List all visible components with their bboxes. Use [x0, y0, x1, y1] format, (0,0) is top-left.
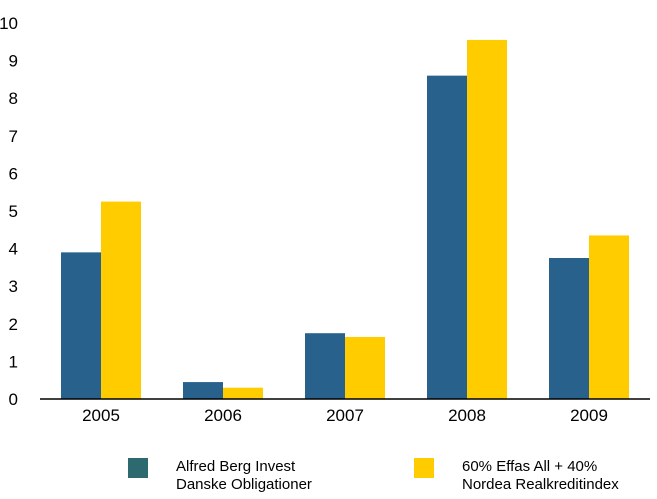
- y-tick-label: 5: [9, 202, 18, 221]
- y-tick-label: 9: [9, 52, 18, 71]
- legend-label-2: 60% Effas All + 40% Nordea Realkreditind…: [462, 458, 619, 493]
- bar-2008-series-1: [427, 75, 467, 399]
- bar-2009-series-2: [589, 235, 629, 399]
- y-tick-label: 6: [9, 164, 18, 183]
- bar-series: [61, 39, 629, 400]
- x-tick-label: 2009: [570, 406, 608, 425]
- y-tick-label: 2: [9, 315, 18, 334]
- bar-2009-series-1: [549, 258, 589, 399]
- x-tick-label: 2007: [326, 406, 364, 425]
- x-tick-label: 2008: [448, 406, 486, 425]
- legend-swatch-2: [414, 458, 434, 478]
- y-tick-label: 10: [0, 14, 18, 33]
- bar-2007-series-2: [345, 336, 385, 399]
- legend-label-1: Alfred Berg Invest Danske Obligationer: [176, 458, 312, 493]
- y-tick-label: 7: [9, 127, 18, 146]
- bar-2005-series-1: [61, 252, 101, 399]
- legend-swatch-1: [128, 458, 148, 478]
- x-tick-label: 2005: [82, 406, 120, 425]
- y-tick-label: 0: [9, 390, 18, 409]
- x-axis-tick-labels: 2005 2006 2007 2008 2009: [82, 406, 608, 425]
- y-axis-tick-labels: 0 1 2 3 4 5 6 7 8 9 10: [0, 14, 18, 409]
- bar-2005-series-2: [101, 201, 141, 399]
- x-tick-label: 2006: [204, 406, 242, 425]
- y-tick-label: 8: [9, 89, 18, 108]
- bar-2007-series-1: [305, 333, 345, 399]
- y-tick-label: 4: [9, 240, 18, 259]
- bar-2006-series-2: [223, 387, 263, 399]
- y-tick-label: 1: [9, 352, 18, 371]
- bar-2008-series-2: [467, 39, 507, 400]
- bar-2006-series-1: [183, 382, 223, 399]
- y-tick-label: 3: [9, 277, 18, 296]
